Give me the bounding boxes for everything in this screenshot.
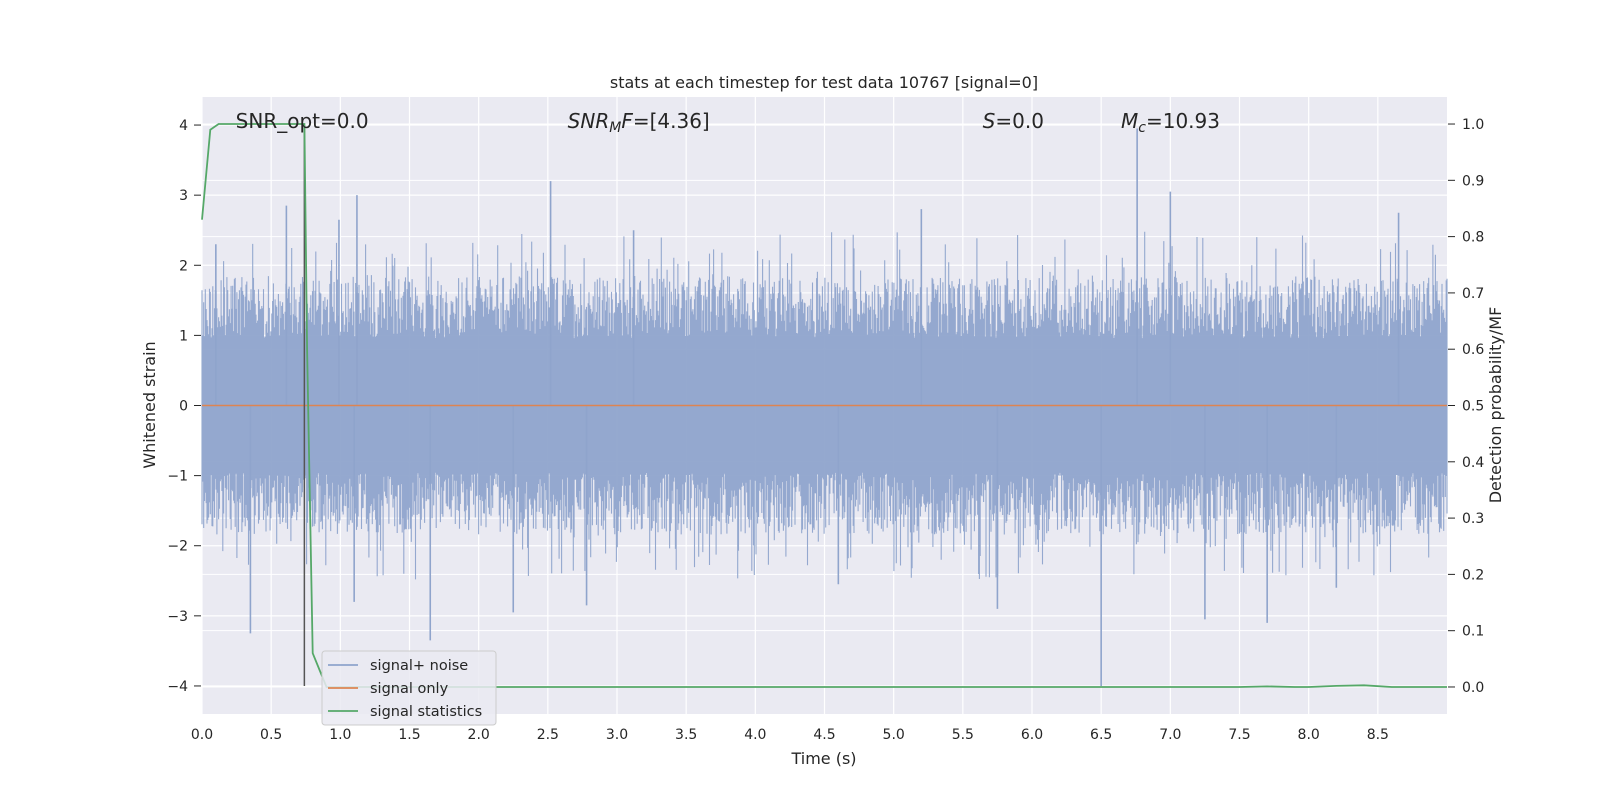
x-tick-label: 5.0 [883, 727, 905, 743]
y-tick-label: 4 [179, 118, 188, 134]
x-tick-label: 6.5 [1090, 727, 1112, 743]
y-right-tick-label: 0.8 [1462, 230, 1484, 246]
y-right-tick-label: 0.1 [1462, 624, 1484, 640]
y-right-tick-label: 0.9 [1462, 173, 1484, 189]
y-tick-label: −2 [167, 539, 188, 555]
legend-label: signal statistics [370, 704, 482, 720]
y-right-tick-label: 0.0 [1462, 680, 1484, 696]
x-tick-label: 6.0 [1021, 727, 1043, 743]
noise-body [201, 231, 1448, 580]
y-right-tick-label: 0.2 [1462, 567, 1484, 583]
y-tick-label: 0 [179, 399, 188, 415]
series-signal-plus-noise [201, 128, 1448, 686]
y-tick-label: 3 [179, 188, 188, 204]
chart-title: stats at each timestep for test data 107… [610, 73, 1038, 92]
annotation-2: S=0.0 [983, 109, 1044, 133]
axis-ticks: 0.0 0.5 1.0 1.5 2.0 2.5 3.0 3.5 4.0 4.5 5.0 5.5 6.0 6… [167, 117, 1484, 743]
legend-box [321, 650, 497, 726]
annotation-0: SNR_opt=0.0 [236, 109, 369, 133]
x-tick-label: 5.5 [952, 727, 974, 743]
annotation-3: Mc=10.93 [1121, 109, 1220, 136]
x-tick-label: 7.0 [1159, 727, 1181, 743]
x-tick-label: 8.5 [1367, 727, 1389, 743]
legend: signal+ noise signal only signal statistic… [321, 650, 497, 726]
x-tick-label: 1.5 [398, 727, 420, 743]
legend-label: signal only [370, 681, 449, 697]
y-right-tick-label: 0.4 [1462, 455, 1484, 471]
y-tick-label: 2 [179, 258, 188, 274]
x-tick-label: 0.5 [260, 727, 282, 743]
y-tick-label: −4 [167, 679, 188, 695]
y-right-tick-label: 1.0 [1462, 117, 1484, 133]
signal-statistics-line [201, 123, 1447, 688]
x-axis-label: Time (s) [790, 749, 856, 768]
x-tick-label: 3.5 [675, 727, 697, 743]
x-tick-label: 2.5 [537, 727, 559, 743]
y-tick-label: 1 [179, 328, 188, 344]
y-right-tick-label: 0.6 [1462, 342, 1484, 358]
x-tick-label: 4.5 [813, 727, 835, 743]
annotation-1: SNRMF=[4.36] [568, 109, 710, 136]
x-tick-label: 2.0 [468, 727, 490, 743]
y-right-tick-label: 0.5 [1462, 399, 1484, 415]
x-tick-label: 3.0 [606, 727, 628, 743]
series-lines [201, 123, 1447, 688]
annotations: SNR_opt=0.0 SNRMF=[4.36] S=0.0 Mc=10.93 [236, 109, 1220, 136]
x-tick-label: 0.0 [191, 727, 213, 743]
legend-label: signal+ noise [370, 658, 468, 674]
y-right-tick-label: 0.7 [1462, 286, 1484, 302]
y-tick-label: −1 [167, 469, 188, 485]
y-axis-right-label: Detection probability/MF [1486, 307, 1505, 504]
y-axis-label: Whitened strain [140, 341, 159, 468]
x-tick-label: 4.0 [744, 727, 766, 743]
y-tick-label: −3 [167, 609, 188, 625]
x-tick-label: 7.5 [1228, 727, 1250, 743]
y-right-tick-label: 0.3 [1462, 511, 1484, 527]
x-tick-label: 8.0 [1298, 727, 1320, 743]
x-tick-label: 1.0 [329, 727, 351, 743]
